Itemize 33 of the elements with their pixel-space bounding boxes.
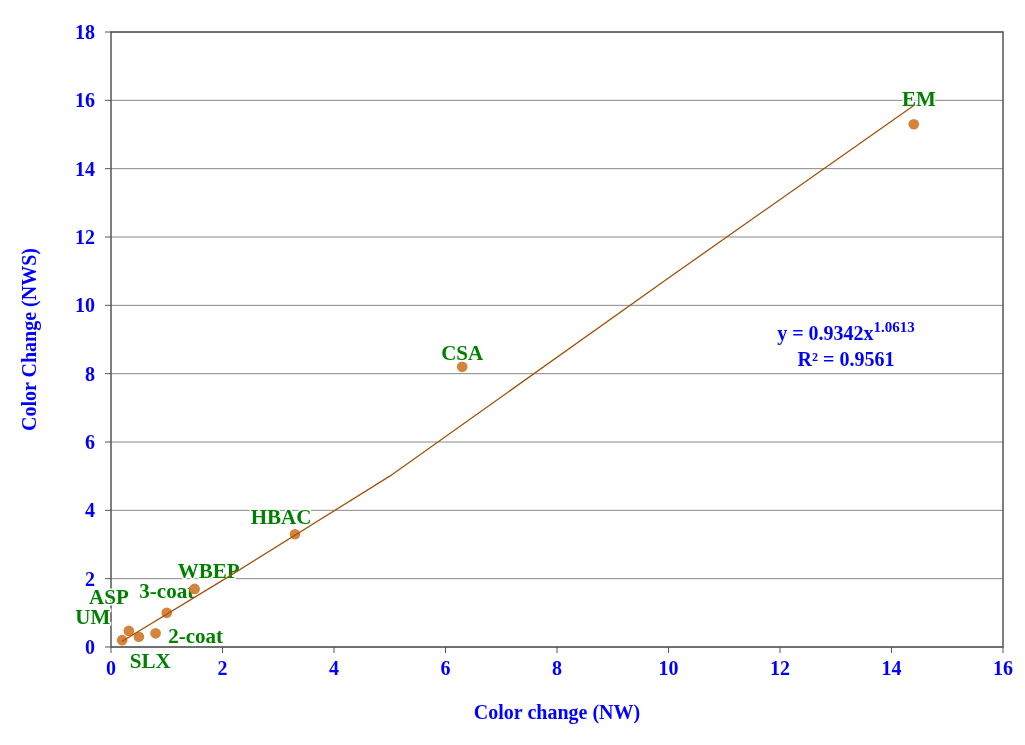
annotation: HBAC — [250, 504, 312, 529]
point — [150, 627, 161, 639]
y-tick-label: 6 — [85, 431, 95, 453]
x-axis-title: Color change (NW) — [473, 701, 641, 724]
y-axis-title: Color Change (NWS) — [18, 248, 41, 431]
x-tick-label: 2 — [217, 657, 228, 679]
y-tick-label: 4 — [85, 499, 95, 522]
x-tick-label: 4 — [329, 657, 339, 679]
annotation: SLX — [129, 648, 171, 673]
point — [133, 631, 145, 643]
annotation: EM — [901, 86, 936, 111]
x-tick-label: 10 — [658, 657, 679, 679]
annotation: R² = 0.9561 — [797, 348, 895, 370]
x-tick-label: 14 — [881, 657, 902, 679]
y-tick-label: 0 — [85, 636, 95, 658]
x-tick-label: 8 — [552, 657, 562, 679]
annotation: WBEP — [177, 559, 240, 584]
y-tick-label: 14 — [75, 157, 95, 180]
annotation: CSA — [441, 341, 485, 366]
annotation: 2-coat — [168, 623, 224, 648]
x-tick-label: 6 — [440, 657, 451, 679]
y-tick-label: 16 — [75, 89, 95, 112]
x-tick-label: 0 — [106, 657, 116, 679]
x-tick-label: 16 — [993, 657, 1013, 679]
y-tick-label: 8 — [85, 362, 95, 385]
x-tick-label: 12 — [770, 657, 790, 679]
point — [908, 118, 920, 130]
y-tick-label: 12 — [75, 226, 95, 248]
point — [123, 625, 135, 637]
point — [456, 361, 468, 373]
y-tick-label: 18 — [75, 21, 95, 43]
y-tick-label: 10 — [75, 294, 95, 317]
annotation: y = 0.9342x$^{1.0613}$ — [777, 319, 915, 345]
